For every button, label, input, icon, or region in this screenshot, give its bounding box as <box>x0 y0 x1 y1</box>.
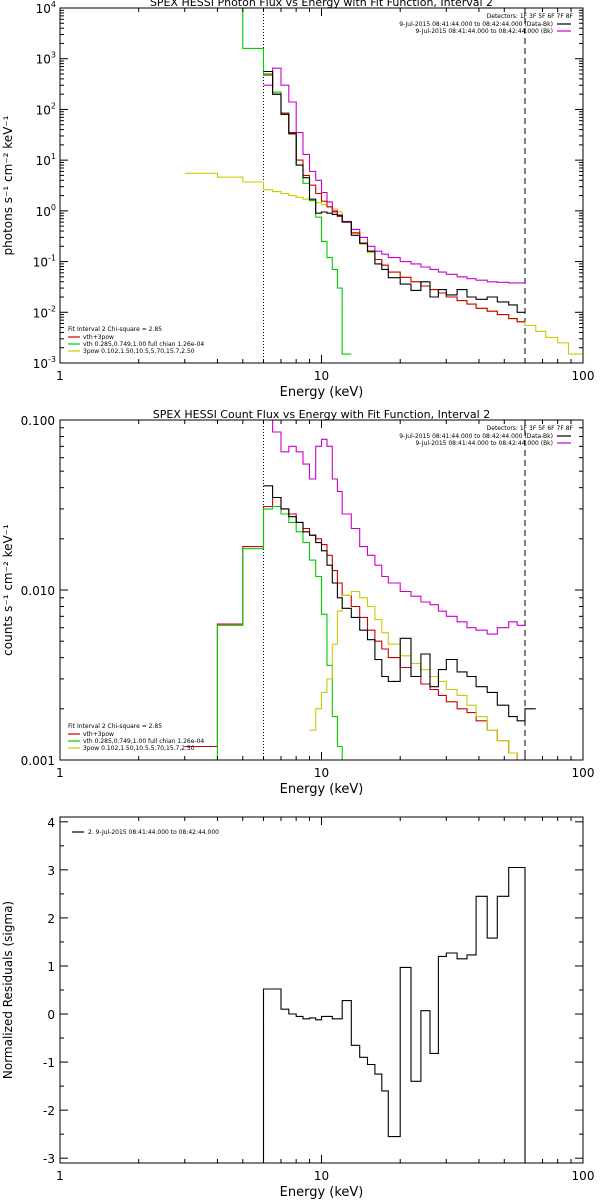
y-tick-label: 0.001 <box>21 754 55 768</box>
y-tick-label: 100 <box>36 203 56 219</box>
plot-frame <box>59 816 584 1164</box>
x-axis-label: Energy (keV) <box>280 385 364 400</box>
series-line-2 <box>184 505 352 760</box>
y-tick-mantissa: 10 <box>36 154 51 168</box>
y-tick-label: 101 <box>36 152 56 168</box>
chart-title: SPEX HESSI Photon Flux vs Energy with Fi… <box>150 0 493 9</box>
series-line-2 <box>263 67 525 284</box>
y-tick-label: 104 <box>36 0 56 16</box>
legend-entry-text: 9-Jul-2015 08:41:44.000 to 08:42:44.000 … <box>399 21 553 28</box>
y-tick-label: 10-3 <box>33 355 56 371</box>
y-tick-label: -2 <box>43 1104 55 1118</box>
y-tick-label: 1 <box>47 960 55 974</box>
y-tick-mantissa: 10 <box>33 357 48 371</box>
fit-legend-entry-text: 3pow 0.102,1.50,10.5,5.70,15.7,2.50 <box>83 348 195 355</box>
y-tick-label: -1 <box>43 1056 55 1070</box>
fit-legend-header: Fit Interval 2 Chi-square = 2.85 <box>68 723 162 730</box>
x-tick-label: 100 <box>572 369 595 383</box>
y-tick-exponent: 2 <box>51 101 56 110</box>
y-tick-label: 2 <box>47 912 55 926</box>
x-tick-label: 100 <box>572 766 595 780</box>
y-tick-exponent: -2 <box>48 304 56 313</box>
y-tick-exponent: 3 <box>51 51 56 60</box>
x-axis-label: Energy (keV) <box>280 782 364 797</box>
y-tick-label: 0 <box>47 1008 55 1022</box>
legend-entry-text: 9-Jul-2015 08:41:44.000 to 08:42:44.000 … <box>399 433 553 440</box>
y-tick-label: 3 <box>47 864 55 878</box>
x-axis-label: Energy (keV) <box>280 1185 364 1200</box>
legend-entry-text: 9-Jul-2015 08:41:44.000 to 08:42:44.000 … <box>415 440 553 447</box>
series-line-0 <box>184 172 583 355</box>
fit-legend-entry-text: 3pow 0.102,1.50,10.5,5.70,15.7,2.50 <box>83 745 195 752</box>
legend-header: Detectors: 1F 3F 5F 6F 7F 8F <box>487 13 574 20</box>
y-tick-label: 10-2 <box>33 304 56 320</box>
x-tick-label: 1 <box>56 766 64 780</box>
series-line-4 <box>263 70 525 313</box>
fit-legend-entry-text: vth 0.285,0.749,1.00 full chian 1.26e-04 <box>83 341 204 348</box>
legend-entry-text: 9-Jul-2015 08:41:44.000 to 08:42:44.000 … <box>415 28 553 35</box>
y-axis-label: photons s⁻¹ cm⁻² keV⁻¹ <box>1 115 15 255</box>
y-tick-mantissa: 10 <box>36 103 51 117</box>
x-tick-label: 1 <box>56 369 64 383</box>
y-tick-exponent: 0 <box>51 203 56 212</box>
x-tick-label: 1 <box>56 1169 64 1183</box>
y-tick-label: 102 <box>36 101 56 117</box>
y-tick-label: 4 <box>47 816 55 830</box>
y-tick-mantissa: 10 <box>36 53 51 67</box>
series-line-0 <box>262 866 526 1163</box>
y-tick-exponent: -1 <box>48 254 56 263</box>
residual-legend-entry-text: 2. 9-Jul-2015 08:41:44.000 to 08:42:44.0… <box>88 829 219 836</box>
y-tick-label: 0.100 <box>21 414 55 428</box>
x-tick-label: 10 <box>314 369 329 383</box>
series-line-0 <box>263 420 525 635</box>
fit-legend-header: Fit Interval 2 Chi-square = 2.85 <box>68 326 162 333</box>
series-line-1 <box>184 496 525 760</box>
fit-legend-entry-text: vth+3pow <box>83 731 114 738</box>
y-tick-mantissa: 10 <box>33 256 48 270</box>
legend-header: Detectors: 1F 3F 5F 6F 7F 8F <box>487 425 574 432</box>
x-tick-label: 10 <box>314 1169 329 1183</box>
y-tick-exponent: -3 <box>48 355 56 364</box>
y-tick-exponent: 4 <box>51 0 56 9</box>
y-tick-label: -3 <box>43 1152 55 1166</box>
x-tick-label: 100 <box>572 1169 595 1183</box>
fit-legend-entry-text: vth 0.285,0.749,1.00 full chian 1.26e-04 <box>83 738 204 745</box>
y-tick-mantissa: 10 <box>36 205 51 219</box>
y-tick-mantissa: 10 <box>33 306 48 320</box>
series-line-1 <box>184 8 352 355</box>
series-line-4 <box>263 485 536 722</box>
chart-title: SPEX HESSI Count Flux vs Energy with Fit… <box>153 408 490 421</box>
y-tick-label: 10-1 <box>33 254 56 270</box>
y-axis-label: Normalized Residuals (sigma) <box>1 901 15 1079</box>
y-tick-mantissa: 10 <box>36 2 51 16</box>
y-axis-label: counts s⁻¹ cm⁻² keV⁻¹ <box>1 524 15 656</box>
y-tick-exponent: 1 <box>51 152 56 161</box>
y-tick-label: 103 <box>36 51 56 67</box>
fit-legend-entry-text: vth+3pow <box>83 334 114 341</box>
y-tick-label: 0.010 <box>21 584 55 598</box>
x-tick-label: 10 <box>314 766 329 780</box>
series-line-3 <box>309 590 525 760</box>
